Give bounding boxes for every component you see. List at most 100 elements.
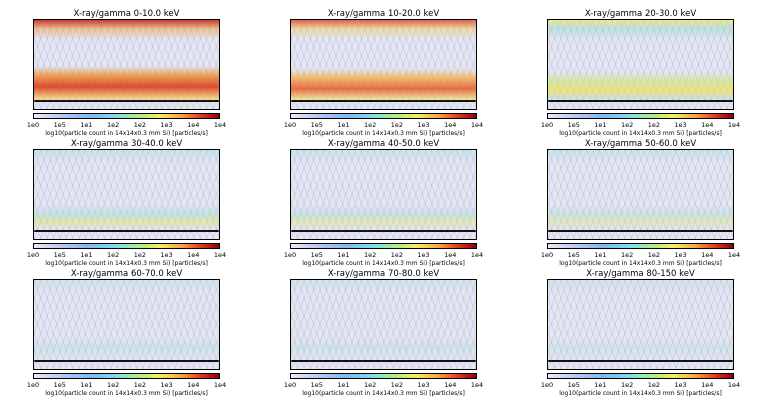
colorbar-tick-label: 1e2 xyxy=(107,381,120,389)
colorbar-tick-label: 1e0 xyxy=(283,121,297,129)
colorbar-tick-label: 1e4 xyxy=(470,381,484,389)
colorbar xyxy=(290,243,477,249)
colorbar-tick-label: 1e2 xyxy=(621,251,634,259)
colorbar-tick-label: 1e3 xyxy=(160,381,173,389)
colorbar-tick-label: 1e5 xyxy=(567,121,580,129)
map xyxy=(290,279,477,370)
colorbar-tick-label: 1e1 xyxy=(337,251,350,259)
colorbar-tick-label: 1e5 xyxy=(53,251,66,259)
colorbar-tick-label: 1e3 xyxy=(674,251,687,259)
colorbar-tick-label: 1e3 xyxy=(417,121,430,129)
colorbar-tick-label: 1e0 xyxy=(26,381,40,389)
colorbar-tick-label: 1e5 xyxy=(53,381,66,389)
colorbar-tick-label: 1e1 xyxy=(337,381,350,389)
colorbar-tick-label: 1e1 xyxy=(337,121,350,129)
antarctica-coast xyxy=(34,360,219,362)
colorbar-tick-label: 1e2 xyxy=(107,251,120,259)
colorbar-tick-label: 1e1 xyxy=(594,251,607,259)
antarctica-coast xyxy=(291,360,476,362)
colorbar-tick-label: 1e2 xyxy=(647,381,660,389)
panel-title: X-ray/gamma 50-60.0 keV xyxy=(584,139,697,149)
colorbar-tick-label: 1e4 xyxy=(701,251,714,259)
colorbar-tick-label: 1e4 xyxy=(213,251,227,259)
colorbar-tick-label: 1e4 xyxy=(727,251,741,259)
colorbar-tick-label: 1e4 xyxy=(213,381,227,389)
antarctica-coast xyxy=(34,100,219,102)
colorbar-tick-label: 1e0 xyxy=(26,251,40,259)
colorbar-tick-label: 1e3 xyxy=(160,251,173,259)
heatmap-overlay xyxy=(548,150,733,239)
colorbar-tick-label: 1e3 xyxy=(160,121,173,129)
map xyxy=(547,149,734,240)
map xyxy=(547,19,734,110)
colorbar-tick-label: 1e4 xyxy=(727,381,741,389)
antarctica-coast xyxy=(548,230,733,232)
colorbar-tick-label: 1e5 xyxy=(567,381,580,389)
map xyxy=(290,149,477,240)
colorbar-tick-label: 1e2 xyxy=(647,251,660,259)
heatmap-overlay xyxy=(34,280,219,369)
panel-title: X-ray/gamma 10-20.0 keV xyxy=(327,9,440,19)
colorbar-tick-label: 1e4 xyxy=(444,121,457,129)
colorbar-tick-label: 1e0 xyxy=(283,381,297,389)
colorbar-label: log10(particle count in 14x14x0.3 mm Si)… xyxy=(45,390,208,397)
colorbar xyxy=(33,243,220,249)
panel-title: X-ray/gamma 80-150 keV xyxy=(586,269,695,279)
colorbar-tick-label: 1e5 xyxy=(53,121,66,129)
colorbar-tick-label: 1e1 xyxy=(80,251,93,259)
colorbar-tick-label: 1e0 xyxy=(283,251,297,259)
colorbar-label: log10(particle count in 14x14x0.3 mm Si)… xyxy=(45,130,208,137)
colorbar-tick-label: 1e1 xyxy=(594,121,607,129)
colorbar-tick-label: 1e5 xyxy=(310,251,323,259)
panel-title: X-ray/gamma 70-80.0 keV xyxy=(327,269,440,279)
colorbar-label: log10(particle count in 14x14x0.3 mm Si)… xyxy=(45,260,208,267)
colorbar-tick-label: 1e0 xyxy=(540,251,554,259)
map xyxy=(33,19,220,110)
map xyxy=(33,149,220,240)
colorbar-tick-label: 1e5 xyxy=(310,381,323,389)
colorbar-tick-label: 1e5 xyxy=(567,251,580,259)
colorbar-label: log10(particle count in 14x14x0.3 mm Si)… xyxy=(302,130,465,137)
colorbar-tick-label: 1e2 xyxy=(390,381,403,389)
colorbar-tick-label: 1e4 xyxy=(213,121,227,129)
colorbar-tick-label: 1e2 xyxy=(647,121,660,129)
colorbar xyxy=(290,113,477,119)
colorbar-tick-label: 1e3 xyxy=(417,381,430,389)
colorbar-tick-label: 1e2 xyxy=(133,251,146,259)
colorbar-tick-label: 1e4 xyxy=(701,381,714,389)
heatmap-overlay xyxy=(291,20,476,109)
colorbar-tick-label: 1e1 xyxy=(80,121,93,129)
heatmap-overlay xyxy=(291,150,476,239)
antarctica-coast xyxy=(548,100,733,102)
colorbar-label: log10(particle count in 14x14x0.3 mm Si)… xyxy=(302,390,465,397)
colorbar-tick-label: 1e0 xyxy=(26,121,40,129)
colorbar-label: log10(particle count in 14x14x0.3 mm Si)… xyxy=(302,260,465,267)
antarctica-coast xyxy=(291,230,476,232)
panel-title: X-ray/gamma 0-10.0 keV xyxy=(73,9,180,19)
colorbar-tick-label: 1e4 xyxy=(187,251,200,259)
colorbar-label: log10(particle count in 14x14x0.3 mm Si)… xyxy=(559,260,722,267)
antarctica-coast xyxy=(291,100,476,102)
colorbar-tick-label: 1e2 xyxy=(107,121,120,129)
panel-title: X-ray/gamma 20-30.0 keV xyxy=(584,9,697,19)
colorbar-tick-label: 1e4 xyxy=(727,121,741,129)
colorbar-tick-label: 1e4 xyxy=(444,381,457,389)
colorbar-tick-label: 1e3 xyxy=(674,381,687,389)
heatmap-overlay xyxy=(34,20,219,109)
heatmap-overlay xyxy=(548,280,733,369)
colorbar-tick-label: 1e2 xyxy=(390,251,403,259)
colorbar xyxy=(547,113,734,119)
colorbar-tick-label: 1e4 xyxy=(470,251,484,259)
antarctica-coast xyxy=(34,230,219,232)
colorbar-tick-label: 1e0 xyxy=(540,381,554,389)
heatmap-overlay xyxy=(291,280,476,369)
colorbar-tick-label: 1e2 xyxy=(621,381,634,389)
colorbar-label: log10(particle count in 14x14x0.3 mm Si)… xyxy=(559,130,722,137)
colorbar-tick-label: 1e5 xyxy=(310,121,323,129)
map xyxy=(33,279,220,370)
colorbar-tick-label: 1e2 xyxy=(364,381,377,389)
heatmap-overlay xyxy=(34,150,219,239)
antarctica-coast xyxy=(548,360,733,362)
colorbar-tick-label: 1e2 xyxy=(621,121,634,129)
colorbar-tick-label: 1e1 xyxy=(80,381,93,389)
